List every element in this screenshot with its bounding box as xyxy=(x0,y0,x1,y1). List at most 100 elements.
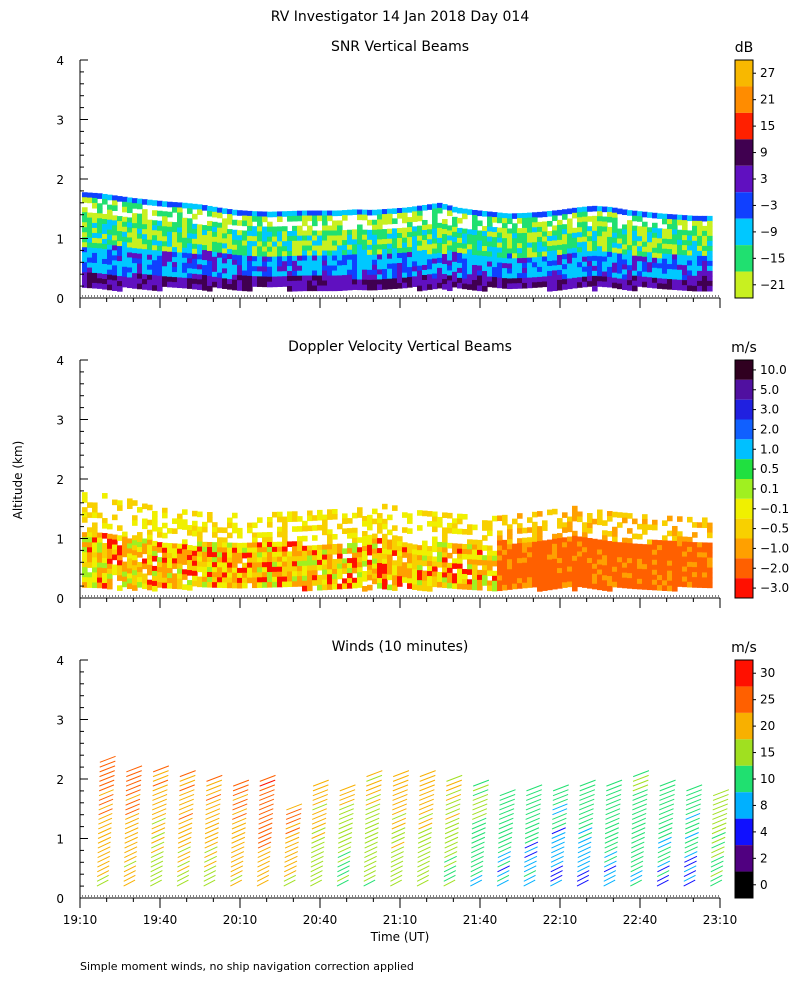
heatmap-cell xyxy=(212,231,218,238)
heatmap-cell xyxy=(87,222,93,229)
heatmap-cell xyxy=(702,235,708,242)
heatmap-cell xyxy=(682,285,688,291)
heatmap-cell xyxy=(182,574,188,580)
heatmap-cell xyxy=(367,564,373,571)
heatmap-cell xyxy=(87,502,93,508)
heatmap-cell xyxy=(252,236,258,242)
heatmap-cell xyxy=(612,581,618,588)
wind-barb xyxy=(498,817,514,825)
heatmap-cell xyxy=(632,548,638,555)
heatmap-cell xyxy=(432,546,438,553)
heatmap-cell xyxy=(222,268,228,274)
heatmap-cell xyxy=(362,254,368,261)
heatmap-cell xyxy=(397,208,403,214)
heatmap-cell xyxy=(172,227,178,233)
heatmap-cell xyxy=(247,265,253,272)
heatmap-cell xyxy=(622,284,628,291)
heatmap-cell xyxy=(697,572,703,578)
heatmap-cell xyxy=(687,255,693,262)
heatmap-cell xyxy=(207,571,213,578)
wind-barb xyxy=(363,870,376,878)
heatmap-cell xyxy=(297,260,303,267)
heatmap-cell xyxy=(152,240,158,246)
wind-barb xyxy=(98,793,114,801)
heatmap-cell xyxy=(397,546,403,552)
heatmap-cell xyxy=(412,206,418,212)
heatmap-cell xyxy=(482,535,488,541)
wind-barb xyxy=(552,798,568,806)
heatmap-cell xyxy=(382,578,388,585)
heatmap-cell xyxy=(252,557,258,564)
wind-barb xyxy=(203,870,217,878)
heatmap-cell xyxy=(117,261,123,267)
heatmap-cell xyxy=(297,576,303,582)
heatmap-cell xyxy=(267,256,273,263)
heatmap-cell xyxy=(477,270,483,277)
heatmap-cell xyxy=(162,231,168,237)
heatmap-cell xyxy=(537,581,543,587)
heatmap-cell xyxy=(697,562,703,568)
heatmap-cell xyxy=(82,572,88,578)
heatmap-cell xyxy=(402,527,408,533)
colorbar-label: 1.0 xyxy=(760,442,779,456)
heatmap-cell xyxy=(432,571,438,578)
heatmap-cell xyxy=(347,533,353,539)
heatmap-cell xyxy=(202,280,208,286)
heatmap-cell xyxy=(227,552,233,559)
heatmap-cell xyxy=(277,226,283,232)
heatmap-cell xyxy=(172,237,178,243)
heatmap-cell xyxy=(647,232,653,238)
wind-barb xyxy=(363,879,376,887)
heatmap-cell xyxy=(282,516,288,523)
heatmap-cell xyxy=(267,226,273,233)
heatmap-cell xyxy=(497,565,503,572)
heatmap-cell xyxy=(672,239,678,246)
heatmap-cell xyxy=(352,234,358,240)
heatmap-cell xyxy=(112,245,118,251)
heatmap-cell xyxy=(132,585,138,591)
heatmap-cell xyxy=(122,256,128,263)
heatmap-cell xyxy=(612,566,618,573)
heatmap-cell xyxy=(347,284,353,291)
wind-barb xyxy=(257,860,270,868)
heatmap-cell xyxy=(527,252,533,259)
heatmap-cell xyxy=(227,264,233,270)
heatmap-cell xyxy=(467,554,473,560)
heatmap-cell xyxy=(317,265,323,272)
heatmap-cell xyxy=(612,536,618,543)
heatmap-cell xyxy=(552,250,558,257)
heatmap-cell xyxy=(252,542,258,549)
heatmap-cell xyxy=(467,524,473,530)
heatmap-cell xyxy=(257,256,263,262)
heatmap-cell xyxy=(692,235,698,242)
wind-barb xyxy=(391,832,406,839)
colorbar-unit: m/s xyxy=(731,340,757,356)
heatmap-cell xyxy=(522,542,528,549)
heatmap-cell xyxy=(462,278,468,285)
heatmap-cell xyxy=(622,249,628,256)
heatmap-cell xyxy=(102,518,108,524)
heatmap-cell xyxy=(472,554,478,561)
heatmap-cell xyxy=(602,550,608,556)
heatmap-cell xyxy=(682,265,688,271)
heatmap-cell xyxy=(207,255,213,262)
heatmap-cell xyxy=(162,271,168,277)
heatmap-cell xyxy=(87,547,93,553)
heatmap-cell xyxy=(527,572,533,578)
heatmap-cell xyxy=(282,576,288,583)
heatmap-cell xyxy=(347,264,353,271)
heatmap-cell xyxy=(452,221,458,228)
heatmap-cell xyxy=(472,254,478,261)
heatmap-cell xyxy=(557,284,563,291)
heatmap-cell xyxy=(552,255,558,262)
heatmap-cell xyxy=(452,256,458,263)
heatmap-cell xyxy=(327,569,333,575)
heatmap-cell xyxy=(602,221,608,228)
heatmap-cell xyxy=(487,276,493,283)
heatmap-cell xyxy=(102,273,108,280)
wind-barb xyxy=(685,803,701,811)
heatmap-cell xyxy=(567,571,573,578)
heatmap-cell xyxy=(697,275,703,282)
heatmap-cell xyxy=(167,211,173,218)
heatmap-cell xyxy=(347,578,353,584)
